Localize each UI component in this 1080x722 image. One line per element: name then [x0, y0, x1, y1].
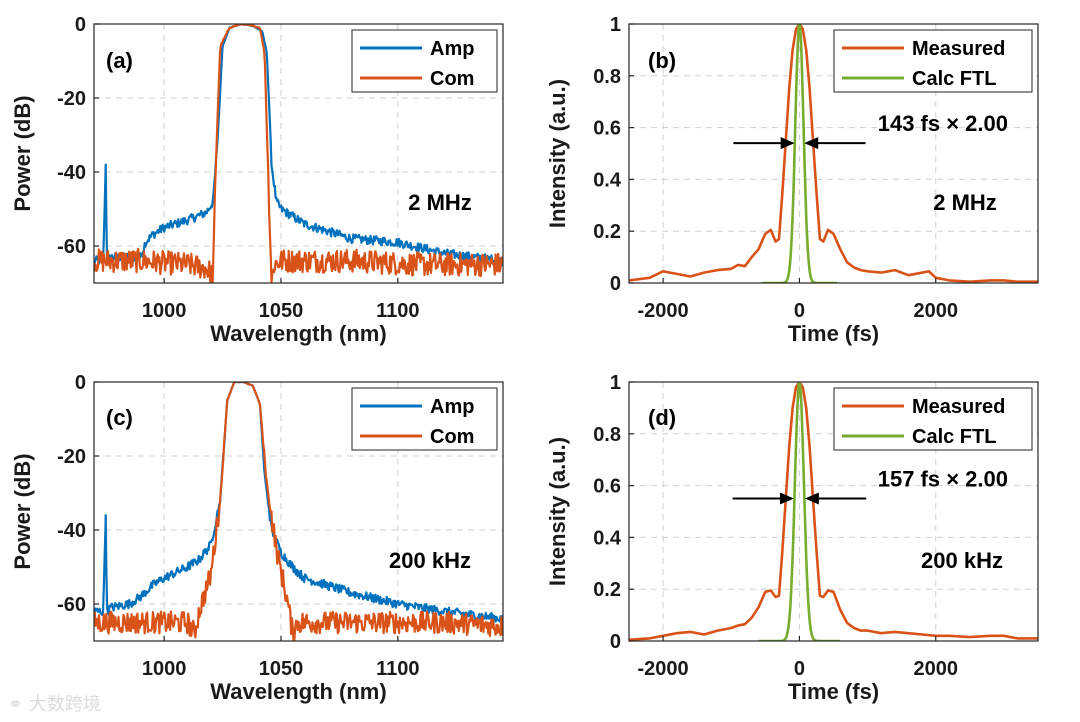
plot-area-c	[94, 382, 503, 641]
arrow-right-icon	[779, 492, 794, 505]
y-tick-label: 1	[610, 372, 621, 394]
axes-frame	[93, 23, 504, 284]
y-tick-label: -40	[57, 520, 86, 542]
legend-box	[833, 29, 1033, 93]
y-tick-label: 1	[610, 14, 621, 36]
series-amp-line	[94, 382, 503, 623]
legend-box	[833, 387, 1033, 451]
rep-rate-annotation: 200 kHz	[389, 548, 471, 573]
y-tick-label: 0	[610, 273, 621, 295]
y-tick-label: 0.4	[593, 169, 622, 191]
plot-area-d	[629, 382, 1038, 641]
y-tick-label: -20	[57, 446, 86, 468]
rep-rate-annotation: 200 kHz	[921, 548, 1003, 573]
series-com-line	[94, 382, 503, 641]
x-tick-label: 2000	[914, 658, 959, 680]
legend-box	[351, 29, 498, 93]
y-tick-label: 0.2	[593, 221, 621, 243]
panel-label: (a)	[106, 48, 133, 73]
y-tick-label: -60	[57, 236, 86, 258]
x-tick-label: 2000	[914, 300, 959, 322]
legend-entry-label: Measured	[912, 38, 1005, 60]
panel-label: (d)	[648, 405, 676, 430]
y-tick-label: 0.6	[593, 476, 621, 498]
fwhm-text: 143 fs × 2.00	[878, 111, 1008, 136]
rep-rate-annotation: 2 MHz	[933, 190, 997, 215]
x-tick-label: -2000	[638, 300, 689, 322]
axes-frame	[628, 23, 1039, 284]
rep-rate-annotation: 2 MHz	[408, 190, 472, 215]
arrow-right-icon	[780, 137, 795, 150]
y-tick-label: 0.6	[593, 118, 621, 140]
y-tick-label: -20	[57, 88, 86, 110]
y-tick-label: -60	[57, 594, 86, 616]
axes-frame	[628, 381, 1039, 642]
y-tick-label: 0.2	[593, 579, 621, 601]
plot-area-a	[94, 24, 503, 283]
y-axis-label: Intensity (a.u.)	[545, 79, 570, 228]
x-tick-label: -2000	[638, 658, 689, 680]
y-tick-label: -40	[57, 162, 86, 184]
x-tick-label: 1100	[376, 658, 419, 680]
legend-entry-label: Calc FTL	[912, 68, 996, 90]
series-com-line	[94, 24, 503, 283]
legend: Measured Calc FTL	[833, 29, 1033, 93]
fwhm-text: 157 fs × 2.00	[878, 467, 1008, 492]
y-axis-label: Power (dB)	[10, 95, 35, 211]
legend-entry-label: Amp	[430, 38, 474, 60]
legend-entry-label: Calc FTL	[912, 426, 996, 448]
y-axis-label: Power (dB)	[10, 453, 35, 569]
axes-frame	[93, 381, 504, 642]
y-tick-label: 0	[75, 372, 86, 394]
x-axis-label: Time (fs)	[788, 679, 879, 704]
x-axis-label: Wavelength (nm)	[210, 321, 386, 346]
x-tick-label: 0	[794, 300, 805, 322]
panel-c: 1000 1050 1100 0 -20 -40 -60 Wavelength (nm) Pow…	[10, 372, 504, 704]
panel-a: 1000 1050 1100 0 -20 -40 -60 Wavelength (nm) Pow…	[10, 14, 504, 346]
legend-box	[351, 387, 498, 451]
watermark-logo-icon: ⚭	[8, 694, 24, 715]
watermark: ⚭ 大数跨境	[8, 690, 101, 716]
legend: Measured Calc FTL	[833, 387, 1033, 451]
legend: Amp Com	[351, 387, 498, 451]
x-axis-label: Wavelength (nm)	[210, 679, 386, 704]
x-tick-label: 1000	[142, 300, 187, 322]
arrow-left-icon	[804, 492, 819, 505]
x-tick-label: 0	[794, 658, 805, 680]
x-tick-label: 1050	[259, 300, 304, 322]
y-axis-label: Intensity (a.u.)	[545, 437, 570, 586]
y-tick-label: 0.8	[593, 424, 621, 446]
x-axis-label: Time (fs)	[788, 321, 879, 346]
panel-label: (b)	[648, 48, 676, 73]
y-tick-label: 0	[75, 14, 86, 36]
series-amp-line	[94, 24, 503, 267]
x-tick-label: 1050	[259, 658, 304, 680]
series-measured-line	[629, 24, 1038, 283]
legend-entry-label: Com	[430, 68, 474, 90]
legend-entry-label: Com	[430, 426, 474, 448]
y-tick-label: 0.8	[593, 66, 621, 88]
plot-area-b	[629, 24, 1038, 283]
watermark-text: 大数跨境	[28, 694, 101, 715]
x-tick-label: 1100	[376, 300, 419, 322]
panel-d: -2000 0 2000 0 0.2 0.4 0.6 0.8 1 Time (fs) Intensi…	[545, 372, 1039, 704]
x-tick-label: 1000	[142, 658, 187, 680]
series-measured-line	[629, 382, 1038, 641]
legend-entry-label: Amp	[430, 396, 474, 418]
y-tick-label: 0	[610, 631, 621, 653]
panel-label: (c)	[106, 405, 133, 430]
y-tick-label: 0.4	[593, 527, 622, 549]
arrow-left-icon	[804, 137, 819, 150]
panel-b: -2000 0 2000 0 0.2 0.4 0.6 0.8 1 Time (fs) Intensi…	[545, 14, 1039, 346]
legend: Amp Com	[351, 29, 498, 93]
legend-entry-label: Measured	[912, 396, 1005, 418]
